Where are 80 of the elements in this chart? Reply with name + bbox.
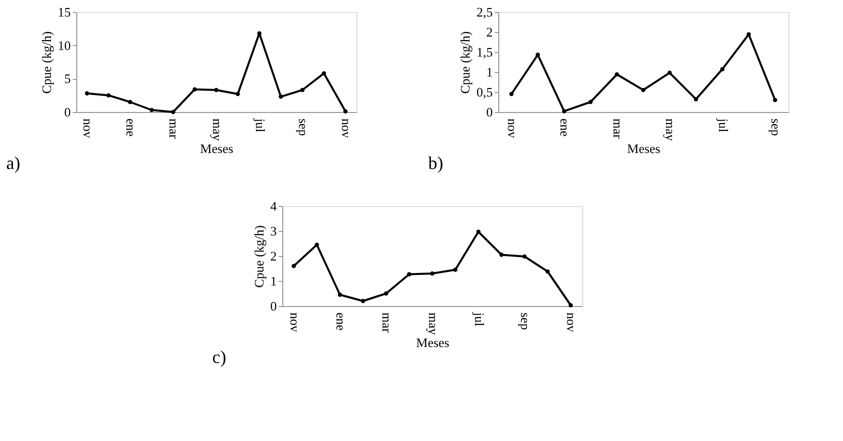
text: b) — [428, 153, 444, 173]
y-tick-label: 1 — [486, 64, 493, 80]
point — [360, 298, 366, 304]
point — [128, 100, 132, 104]
point — [720, 67, 724, 72]
x-tick-label: ene — [124, 118, 139, 137]
y-tick-label: 0,5 — [476, 84, 493, 100]
y-tick-label: 0 — [64, 104, 71, 120]
y-tick-label: 3 — [270, 224, 277, 238]
y-tick-label: 10 — [58, 38, 71, 53]
x-tick-label: ene — [558, 118, 573, 137]
point — [522, 254, 527, 259]
point — [430, 271, 434, 276]
point — [278, 94, 283, 99]
point — [407, 272, 412, 276]
point — [322, 71, 326, 76]
y-axis-title: Cpue (kg/h) — [38, 31, 54, 94]
y-axis-title: Cpue (kg/h) — [458, 31, 472, 94]
y-tick-label: 2,5 — [476, 4, 493, 20]
x-tick-label: nov — [504, 118, 520, 138]
y-tick-label: 15 — [58, 4, 71, 20]
point — [257, 31, 262, 36]
point — [614, 72, 620, 77]
point — [694, 97, 698, 102]
x-axis-title: Meses — [416, 334, 450, 350]
point — [106, 93, 111, 98]
x-tick-label: mar — [166, 118, 182, 140]
y-tick-label: 1,5 — [476, 44, 493, 60]
x-tick-label: sep — [296, 118, 311, 136]
point — [562, 109, 566, 114]
point — [343, 109, 348, 114]
point — [300, 88, 305, 92]
x-tick-label: sep — [518, 312, 534, 330]
point — [384, 291, 388, 296]
x-tick-label: may — [210, 118, 225, 142]
y-tick-label: 2 — [486, 24, 493, 40]
point — [499, 252, 504, 257]
x-tick-label: mar — [610, 118, 626, 140]
point — [667, 70, 672, 75]
y-tick-label: 0 — [486, 104, 493, 120]
point — [192, 87, 197, 92]
x-tick-label: jul — [716, 118, 731, 133]
point — [150, 108, 154, 112]
y-tick-label: 0 — [270, 298, 277, 314]
point — [772, 98, 778, 102]
y-tick-label: 1 — [270, 274, 277, 288]
y-tick-label: 4 — [270, 198, 278, 214]
point — [536, 52, 540, 57]
point — [476, 230, 481, 234]
text: c) — [212, 347, 226, 367]
x-tick-label: nov — [564, 312, 580, 332]
y-tick-label: 2 — [270, 248, 277, 264]
point — [568, 303, 573, 308]
point — [338, 292, 342, 297]
x-tick-label: ene — [333, 312, 348, 331]
point — [509, 92, 514, 96]
point — [236, 92, 240, 96]
point — [292, 264, 296, 268]
x-tick-label: jul — [252, 118, 268, 133]
x-tick-label: jul — [472, 312, 487, 327]
point — [171, 110, 176, 114]
x-tick-label: nov — [287, 312, 302, 332]
point — [314, 242, 319, 247]
point — [641, 88, 646, 92]
y-tick-label: 5 — [64, 71, 71, 86]
point — [546, 269, 550, 274]
x-tick-label: sep — [768, 118, 784, 136]
point — [84, 91, 90, 96]
x-tick-label: may — [426, 312, 441, 336]
x-tick-label: nov — [80, 118, 96, 138]
point — [214, 88, 218, 92]
x-axis-title: Meses — [200, 140, 234, 156]
x-axis-title: Meses — [627, 140, 660, 156]
y-axis-title: Cpue (kg/h) — [251, 225, 266, 288]
x-tick-label: mar — [380, 312, 395, 334]
point — [588, 100, 593, 104]
x-tick-label: nov — [338, 118, 354, 138]
text: a) — [6, 153, 20, 173]
x-tick-label: may — [663, 118, 678, 142]
point — [453, 268, 458, 272]
